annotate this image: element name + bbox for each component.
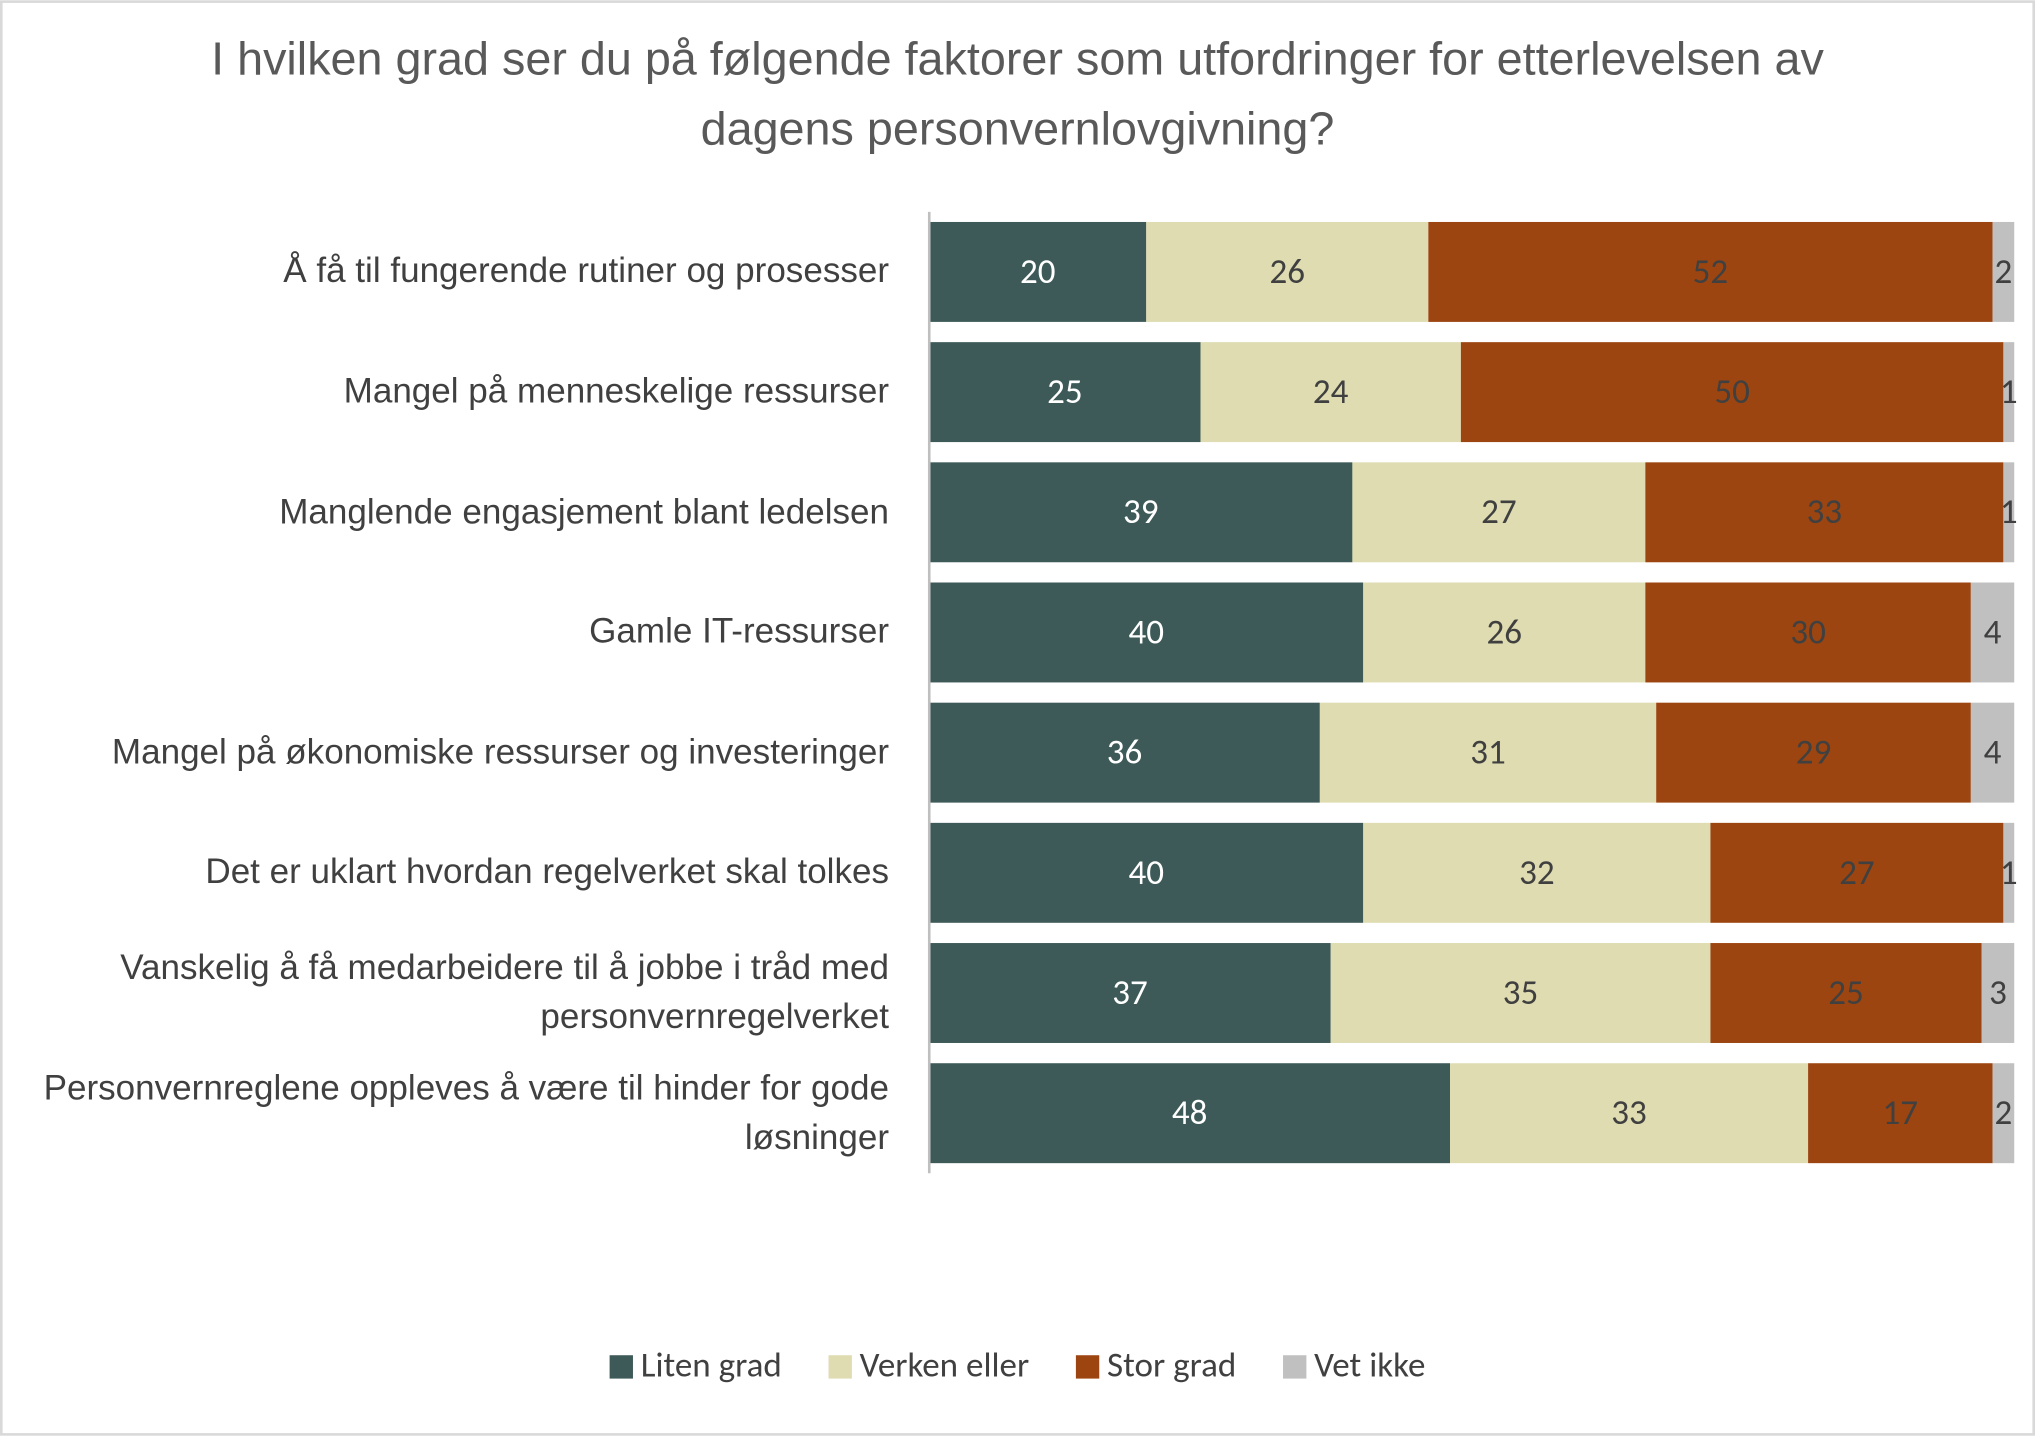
data-label: 52 [1693,251,1729,293]
category-box: Mangel på menneskelige ressurser [343,371,890,411]
data-label: 32 [1519,852,1555,894]
y-tick-label: Mangel på menneskelige ressurser [343,371,890,411]
bar-segment [1200,342,1461,443]
data-label: 50 [1714,371,1750,413]
bar-segment [2003,822,2015,923]
data-label: 2 [1995,1092,2013,1134]
data-label: 2 [1995,251,2013,293]
y-tick-label: Vanskelig å få medarbeidere til å jobbe … [120,947,890,1036]
category-box: Det er uklart hvordan regelverket skal t… [205,852,890,892]
bar-segment [1363,582,1646,683]
data-label: 31 [1470,732,1506,774]
data-label: 27 [1839,852,1875,894]
data-label: 37 [1112,972,1148,1014]
data-label: 3 [1989,972,2007,1014]
data-label: 24 [1313,371,1349,413]
data-label: 33 [1807,491,1843,533]
data-label: 4 [1984,732,2002,774]
legend-label: Verken eller [860,1345,1029,1387]
bar-segment [1808,1063,1993,1164]
bar-segment [1710,943,1982,1043]
data-label: 1 [2000,371,2018,413]
data-label: 48 [1172,1092,1208,1134]
bar-segment [929,462,1353,563]
bar-segment [1645,462,2004,563]
bar-segment [1710,822,2004,923]
bar-segment [929,702,1320,803]
bar-segment [1460,342,2004,443]
bar-segment [929,822,1364,923]
bar-segment [1352,462,1646,563]
data-label: 27 [1481,491,1517,533]
bar-segment [1992,221,2015,322]
category-box: Personvernreglene oppleves å være til hi… [43,1068,890,1157]
data-label: 1 [2000,491,2018,533]
data-label: 25 [1047,371,1083,413]
bar-segment [1319,702,1657,803]
bar-segment [1970,582,2015,683]
data-label: 35 [1503,972,1539,1014]
data-label: 29 [1796,732,1832,774]
category-box: Vanskelig å få medarbeidere til å jobbe … [120,947,890,1036]
data-label: 30 [1790,611,1826,653]
bar-segment [1363,822,1711,923]
legend: Liten grad Verken eller Stor grad Vet ikke [609,1345,1425,1387]
data-label: 39 [1123,491,1159,533]
bar-segment [929,342,1201,443]
data-label: 36 [1107,732,1143,774]
y-tick-label: Å få til fungerende rutiner og prosesser [283,251,890,291]
y-tick-label: Personvernreglene oppleves å være til hi… [43,1068,890,1157]
data-label: 40 [1128,611,1164,653]
bar-segment [1970,702,2015,803]
bar-segment [929,221,1147,322]
data-label: 26 [1270,251,1306,293]
bar-segment [1992,1063,2015,1164]
data-label: 26 [1487,611,1523,653]
data-label: 40 [1128,852,1164,894]
legend-swatch [1283,1355,1307,1379]
category-box: Gamle IT-ressurser [589,611,890,651]
data-label: 20 [1020,251,1056,293]
chart-title: I hvilken grad ser du på følgende faktor… [211,31,1824,155]
bar-segment [1450,1063,1809,1164]
data-label: 17 [1883,1092,1919,1134]
legend-swatch [609,1355,633,1379]
legend-label: Stor grad [1107,1345,1236,1387]
bar-segment [1428,221,1993,322]
bar-segment [2003,462,2015,563]
y-tick-label: Manglende engasjement blant ledelsen [279,491,890,531]
data-label: 33 [1611,1092,1647,1134]
bar-segment [929,1063,1451,1164]
bar-segment [1645,582,1971,683]
legend-label: Liten grad [641,1345,782,1387]
legend-swatch [828,1355,852,1379]
bar-segment [1981,943,2015,1043]
category-box: Mangel på økonomiske ressurser og invest… [111,731,890,771]
legend-swatch [1075,1355,1100,1379]
category-box: Manglende engasjement blant ledelsen [279,491,890,531]
category-box: Å få til fungerende rutiner og prosesser [283,251,890,291]
y-tick-label: Gamle IT-ressurser [589,611,890,651]
data-label: 1 [2000,852,2018,894]
data-label: 25 [1828,972,1864,1014]
bar-segment [929,582,1364,683]
data-label: 4 [1984,611,2002,653]
title-box: I hvilken grad ser du på følgende faktor… [211,31,1824,155]
bar-segment [1146,221,1429,322]
y-tick-label: Det er uklart hvordan regelverket skal t… [205,852,890,892]
bar-segment [2003,342,2015,443]
bar-segment [929,943,1331,1043]
legend-label: Vet ikke [1314,1345,1425,1387]
bar-segment [1656,702,1971,803]
bar-segment [1330,943,1711,1043]
y-tick-label: Mangel på økonomiske ressurser og invest… [111,731,890,771]
